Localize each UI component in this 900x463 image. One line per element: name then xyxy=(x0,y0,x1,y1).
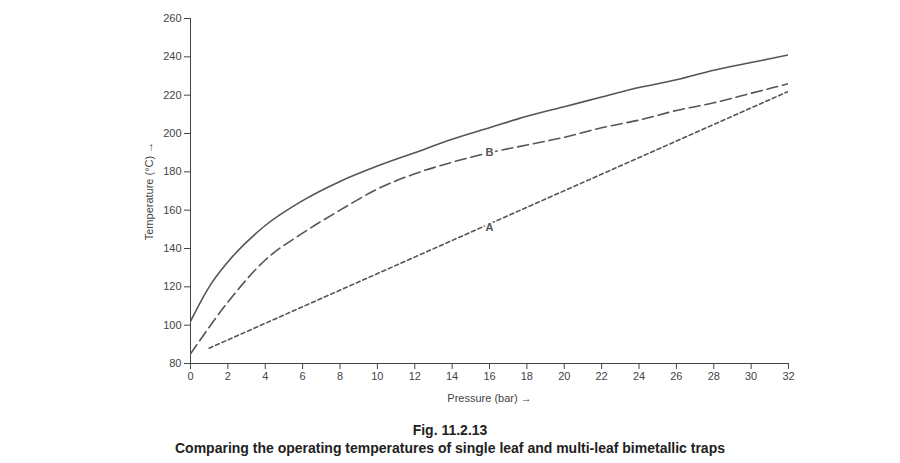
svg-text:80: 80 xyxy=(169,357,181,369)
svg-text:A: A xyxy=(486,221,494,233)
svg-text:260: 260 xyxy=(163,12,181,24)
svg-text:Temperature (°C) →: Temperature (°C) → xyxy=(143,142,155,241)
svg-text:22: 22 xyxy=(596,370,608,382)
svg-text:26: 26 xyxy=(670,370,682,382)
svg-text:24: 24 xyxy=(633,370,645,382)
svg-text:32: 32 xyxy=(782,370,794,382)
svg-text:220: 220 xyxy=(163,89,181,101)
svg-text:0: 0 xyxy=(187,370,193,382)
svg-text:14: 14 xyxy=(446,370,458,382)
svg-text:28: 28 xyxy=(708,370,720,382)
html-text:Fig. 11.2.13: Fig. 11.2.13 xyxy=(412,422,488,438)
svg-text:6: 6 xyxy=(300,370,306,382)
svg-text:Pressure (bar) →: Pressure (bar) → xyxy=(447,392,531,404)
svg-text:240: 240 xyxy=(163,50,181,62)
html-text:Comparing the operating temper: Comparing the operating temperatures of … xyxy=(175,440,725,456)
svg-text:180: 180 xyxy=(163,165,181,177)
svg-text:16: 16 xyxy=(483,370,495,382)
svg-text:B: B xyxy=(486,146,494,158)
svg-text:200: 200 xyxy=(163,127,181,139)
svg-text:4: 4 xyxy=(262,370,268,382)
svg-text:140: 140 xyxy=(163,242,181,254)
svg-text:2: 2 xyxy=(225,370,231,382)
svg-text:8: 8 xyxy=(337,370,343,382)
svg-text:100: 100 xyxy=(163,319,181,331)
svg-text:30: 30 xyxy=(745,370,757,382)
svg-text:20: 20 xyxy=(558,370,570,382)
svg-text:10: 10 xyxy=(371,370,383,382)
svg-text:160: 160 xyxy=(163,204,181,216)
svg-text:120: 120 xyxy=(163,280,181,292)
svg-text:12: 12 xyxy=(409,370,421,382)
svg-text:18: 18 xyxy=(521,370,533,382)
